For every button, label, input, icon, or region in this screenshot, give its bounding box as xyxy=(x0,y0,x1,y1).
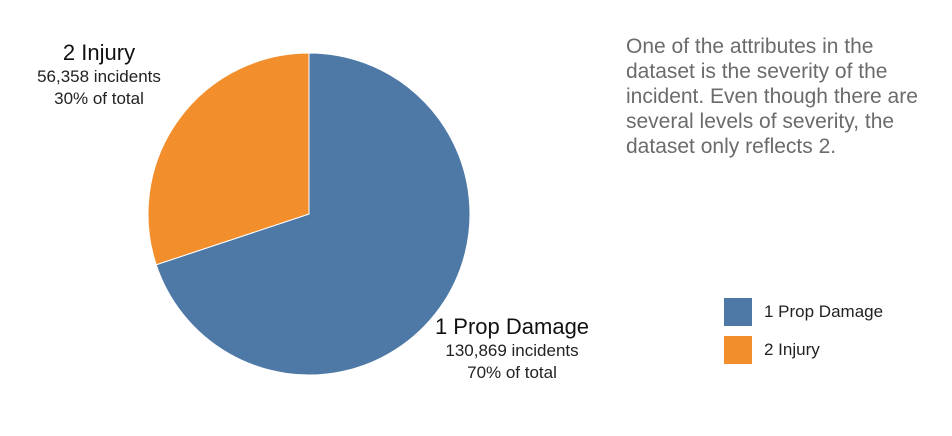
legend-label-injury: 2 Injury xyxy=(764,340,820,359)
legend-label-prop-damage: 1 Prop Damage xyxy=(764,302,884,321)
description-text: One of the attributes in the dataset is … xyxy=(626,35,918,158)
pie-slice-prop-damage xyxy=(155,52,471,376)
slice-label-prop-damage-count: 130,869 incidents xyxy=(445,341,579,360)
slice-label-prop-damage: 1 Prop Damage 130,869 incidents 70% of t… xyxy=(412,314,612,384)
slice-label-injury-percent: 30% of total xyxy=(54,89,144,108)
pie-slices xyxy=(147,52,471,376)
legend-item-injury: 2 Injury xyxy=(724,334,883,366)
legend-swatch-injury xyxy=(724,336,752,364)
legend-swatch-prop-damage xyxy=(724,298,752,326)
slice-label-prop-damage-name: 1 Prop Damage xyxy=(434,314,590,339)
slice-label-prop-damage-percent: 70% of total xyxy=(467,363,557,382)
slice-label-injury-name: 2 Injury xyxy=(62,40,136,65)
pie-slice-injury xyxy=(147,52,310,266)
slice-label-injury-count: 56,358 incidents xyxy=(37,67,161,86)
legend-item-prop-damage: 1 Prop Damage xyxy=(724,296,883,328)
legend: 1 Prop Damage 2 Injury xyxy=(724,296,883,372)
slice-label-injury: 2 Injury 56,358 incidents 30% of total xyxy=(14,40,184,110)
